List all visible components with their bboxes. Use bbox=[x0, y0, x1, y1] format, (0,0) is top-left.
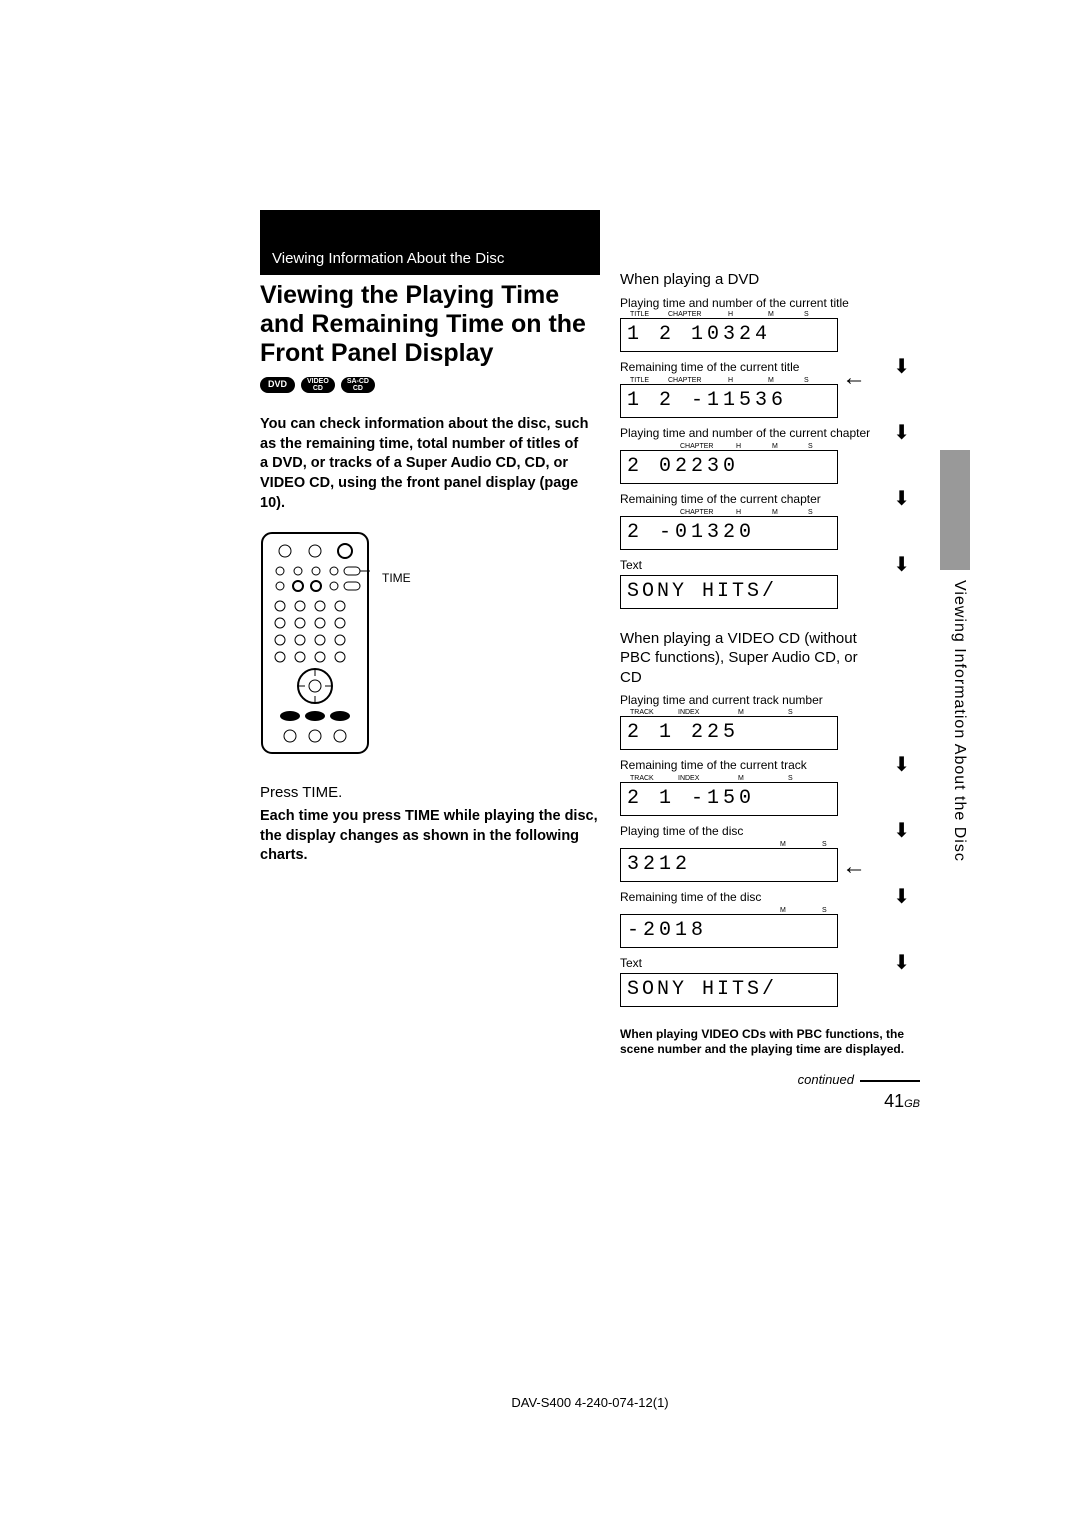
dvd-caption-3: Playing time and number of the current c… bbox=[620, 426, 889, 440]
down-arrow-icon: ⬇ bbox=[893, 552, 910, 577]
cd-display-3: 3212 bbox=[620, 848, 838, 882]
dvd-display-1: 1 2 10324 bbox=[620, 318, 838, 352]
dvd-display-3: 2 02230 bbox=[620, 450, 838, 484]
down-arrow-icon: ⬇ bbox=[893, 818, 910, 843]
dvd-display-2: 1 2 -11536 bbox=[620, 384, 838, 418]
footer-model: DAV-S400 4-240-074-12(1) bbox=[260, 1395, 920, 1410]
dvd-cols-4: CHAPTER H M S bbox=[620, 509, 838, 516]
cd-section-heading: When playing a VIDEO CD (without PBC fun… bbox=[620, 629, 880, 688]
down-arrow-icon: ⬇ bbox=[893, 950, 910, 975]
remote-icon bbox=[260, 531, 370, 756]
dvd-cols-3: CHAPTER H M S bbox=[620, 443, 838, 450]
cd-display-1: 2 1 225 bbox=[620, 716, 838, 750]
cd-cols-3: M S bbox=[620, 841, 838, 848]
display-examples: When playing a DVD ← Playing time and nu… bbox=[620, 270, 910, 1112]
continued-indicator: continued bbox=[620, 1072, 920, 1087]
intro-paragraph: You can check information about the disc… bbox=[260, 415, 590, 513]
down-arrow-icon: ⬇ bbox=[893, 884, 910, 909]
manual-page: Viewing Information About the Disc Viewi… bbox=[260, 210, 920, 1420]
dvd-display-5: SONY HITS/ bbox=[620, 575, 838, 609]
dvd-cols-2: TITLE CHAPTER H M S bbox=[620, 377, 838, 384]
cd-cols-4: M S bbox=[620, 907, 838, 914]
cd-display-2: 2 1 -150 bbox=[620, 782, 838, 816]
down-arrow-icon: ⬇ bbox=[893, 420, 910, 445]
dvd-caption-5: Text bbox=[620, 558, 889, 572]
cd-caption-5: Text bbox=[620, 956, 889, 970]
down-arrow-icon: ⬇ bbox=[893, 354, 910, 379]
pbc-footnote: When playing VIDEO CDs with PBC function… bbox=[620, 1027, 930, 1058]
side-section-label: Viewing Information About the Disc bbox=[950, 580, 968, 862]
section-header: Viewing Information About the Disc bbox=[260, 210, 600, 275]
dvd-display-4: 2 -01320 bbox=[620, 516, 838, 550]
videocd-badge: VIDEO CD bbox=[301, 377, 335, 393]
cd-caption-4: Remaining time of the disc bbox=[620, 890, 889, 904]
page-title: Viewing the Playing Time and Remaining T… bbox=[260, 281, 600, 367]
dvd-badge: DVD bbox=[260, 377, 295, 393]
cd-cols-1: TRACK INDEX M S bbox=[620, 709, 838, 716]
time-button-label: TIME bbox=[382, 571, 411, 585]
down-arrow-icon: ⬇ bbox=[893, 486, 910, 511]
cd-caption-1: Playing time and current track number bbox=[620, 693, 910, 707]
sacd-badge: SA-CD CD bbox=[341, 377, 375, 393]
press-time-note: Each time you press TIME while playing t… bbox=[260, 807, 600, 866]
down-arrow-icon: ⬇ bbox=[893, 752, 910, 777]
cd-display-5: SONY HITS/ bbox=[620, 973, 838, 1007]
cd-cols-2: TRACK INDEX M S bbox=[620, 775, 838, 782]
cd-display-4: -2018 bbox=[620, 914, 838, 948]
cd-caption-3: Playing time of the disc bbox=[620, 824, 889, 838]
dvd-caption-4: Remaining time of the current chapter bbox=[620, 492, 889, 506]
page-number: 41GB bbox=[620, 1091, 920, 1112]
loop-arrow-icon: ← bbox=[842, 853, 866, 881]
dvd-caption-1: Playing time and number of the current t… bbox=[620, 296, 910, 310]
cd-caption-2: Remaining time of the current track bbox=[620, 758, 889, 772]
page-tab bbox=[940, 450, 970, 570]
dvd-cols-1: TITLE CHAPTER H M S bbox=[620, 311, 838, 318]
loop-arrow-icon: ← bbox=[842, 364, 866, 392]
dvd-section-heading: When playing a DVD bbox=[620, 270, 880, 290]
